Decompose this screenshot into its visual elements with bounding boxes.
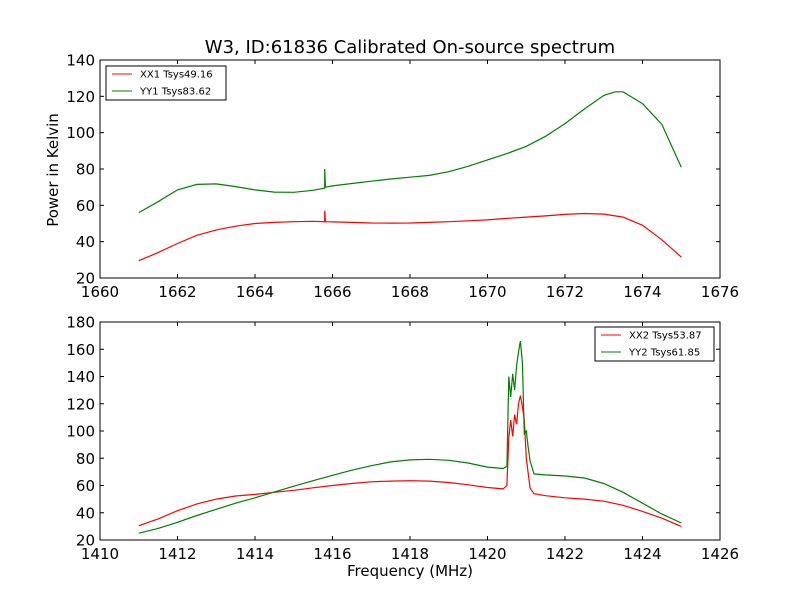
x-tick-label: 1410 — [81, 545, 119, 563]
y-tick-label: 120 — [66, 88, 95, 106]
series-line-2 — [138, 91, 682, 214]
x-tick-label: 1672 — [546, 283, 584, 301]
y-tick-label: 20 — [76, 270, 95, 288]
x-tick-label: 1664 — [236, 283, 274, 301]
y-axis-label: Power in Kelvin — [44, 113, 62, 227]
series-line-1 — [138, 210, 682, 262]
legend: XX2 Tsys53.87 YY2 Tsys61.85 — [594, 326, 715, 362]
chart-title: W3, ID:61836 Calibrated On-source spectr… — [205, 37, 615, 58]
legend: XX1 Tsys49.16 YY1 Tsys83.62 — [105, 65, 227, 101]
legend-label-yy1: YY1 Tsys83.62 — [139, 87, 211, 98]
legend-box — [105, 65, 227, 101]
y-tick-label: 60 — [76, 477, 95, 495]
y-tick-label: 60 — [76, 197, 95, 215]
x-tick-label: 1676 — [701, 283, 739, 301]
y-tick-label: 100 — [66, 423, 95, 441]
y-tick-label: 20 — [76, 532, 95, 550]
y-tick-label: 100 — [66, 124, 95, 142]
y-tick-label: 140 — [66, 52, 95, 70]
legend-box — [594, 326, 715, 362]
top-panel: W3, ID:61836 Calibrated On-source spectr… — [44, 37, 739, 301]
x-tick-label: 1418 — [391, 545, 429, 563]
x-tick-label: 1666 — [313, 283, 351, 301]
y-tick-label: 40 — [76, 233, 95, 251]
legend-label-xx2: XX2 Tsys53.87 — [629, 331, 702, 342]
series-line-2 — [138, 340, 682, 534]
x-tick-label: 1674 — [623, 283, 661, 301]
x-tick-label: 1414 — [236, 545, 274, 563]
y-tick-label: 80 — [76, 450, 95, 468]
x-tick-label: 1420 — [468, 545, 506, 563]
x-tick-label: 1424 — [623, 545, 661, 563]
x-tick-label: 1668 — [391, 283, 429, 301]
x-tick-label: 1660 — [81, 283, 119, 301]
y-tick-label: 120 — [66, 395, 95, 413]
y-tick-label: 180 — [66, 314, 95, 332]
x-tick-label: 1670 — [468, 283, 506, 301]
y-tick-label: 160 — [66, 341, 95, 359]
legend-label-yy2: YY2 Tsys61.85 — [628, 348, 700, 359]
series-line-1 — [138, 395, 682, 527]
legend-label-xx1: XX1 Tsys49.16 — [140, 70, 213, 81]
bottom-panel: Frequency (MHz) 1410 1412 1414 1416 1418 1420… — [66, 314, 739, 581]
x-axis-label: Frequency (MHz) — [347, 562, 473, 580]
x-tick-label: 1416 — [313, 545, 351, 563]
x-tick-label: 1426 — [701, 545, 739, 563]
y-tick-label: 40 — [76, 504, 95, 522]
x-tick-label: 1662 — [158, 283, 196, 301]
x-tick-label: 1422 — [546, 545, 584, 563]
y-tick-label: 80 — [76, 161, 95, 179]
x-tick-label: 1412 — [158, 545, 196, 563]
y-tick-label: 140 — [66, 368, 95, 386]
